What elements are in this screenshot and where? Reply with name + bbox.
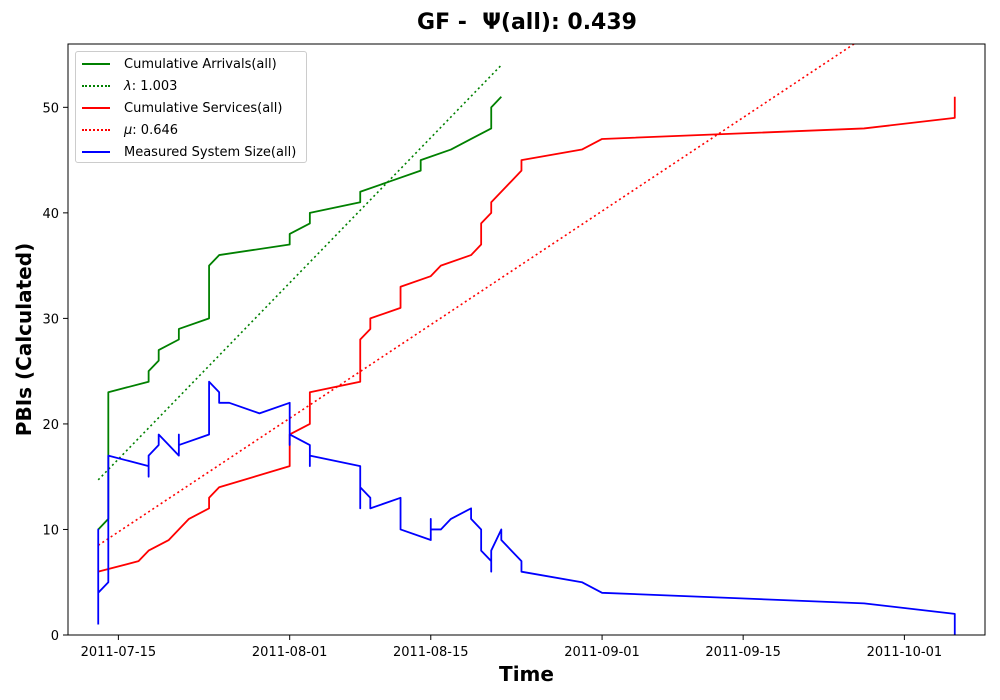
y-tick-label-0: 0 [51, 629, 59, 644]
legend-swatch [82, 107, 110, 109]
y-tick-label-2: 20 [42, 418, 59, 433]
legend-label: Cumulative Arrivals(all) [124, 56, 277, 72]
series-line-2 [98, 96, 956, 573]
y-tick-label-5: 50 [42, 101, 59, 116]
legend-entry-3: μ: 0.646 [82, 120, 178, 140]
legend-label: μ: 0.646 [124, 122, 179, 138]
series-line-3 [97, 44, 855, 546]
series-group [97, 44, 956, 635]
legend-label: Measured System Size(all) [124, 144, 297, 160]
x-tick-label-2: 2011-08-15 [393, 645, 469, 660]
series-line-4 [97, 380, 956, 635]
x-tick-label-4: 2011-09-15 [705, 645, 781, 660]
legend-entry-4: Measured System Size(all) [82, 142, 296, 162]
legend-entry-2: Cumulative Services(all) [82, 98, 282, 118]
legend-swatch [82, 129, 110, 131]
legend-label: Cumulative Services(all) [124, 100, 283, 116]
x-tick-label-5: 2011-10-01 [867, 645, 943, 660]
y-tick-label-1: 10 [42, 523, 59, 538]
legend-label: λ: 1.003 [124, 78, 178, 94]
plot-frame [67, 43, 986, 636]
legend-swatch [82, 151, 110, 153]
series-line-0 [97, 96, 502, 531]
x-tick-label-3: 2011-09-01 [564, 645, 640, 660]
x-tick-label-0: 2011-07-15 [81, 645, 157, 660]
chart-title: GF - Ψ(all): 0.439 [417, 10, 637, 35]
legend-entry-1: λ: 1.003 [82, 76, 177, 96]
legend: Cumulative Arrivals(all) λ: 1.003 Cumulati… [75, 51, 307, 163]
legend-entry-0: Cumulative Arrivals(all) [82, 54, 277, 74]
y-tick-label-4: 40 [42, 207, 59, 222]
y-axis-label: PBIs (Calculated) [12, 243, 36, 436]
legend-swatch [82, 63, 110, 65]
legend-swatch [82, 85, 110, 87]
y-tick-label-3: 30 [42, 312, 59, 327]
series-line-1 [97, 64, 502, 481]
x-axis-label: Time [499, 662, 554, 686]
x-tick-label-1: 2011-08-01 [252, 645, 328, 660]
